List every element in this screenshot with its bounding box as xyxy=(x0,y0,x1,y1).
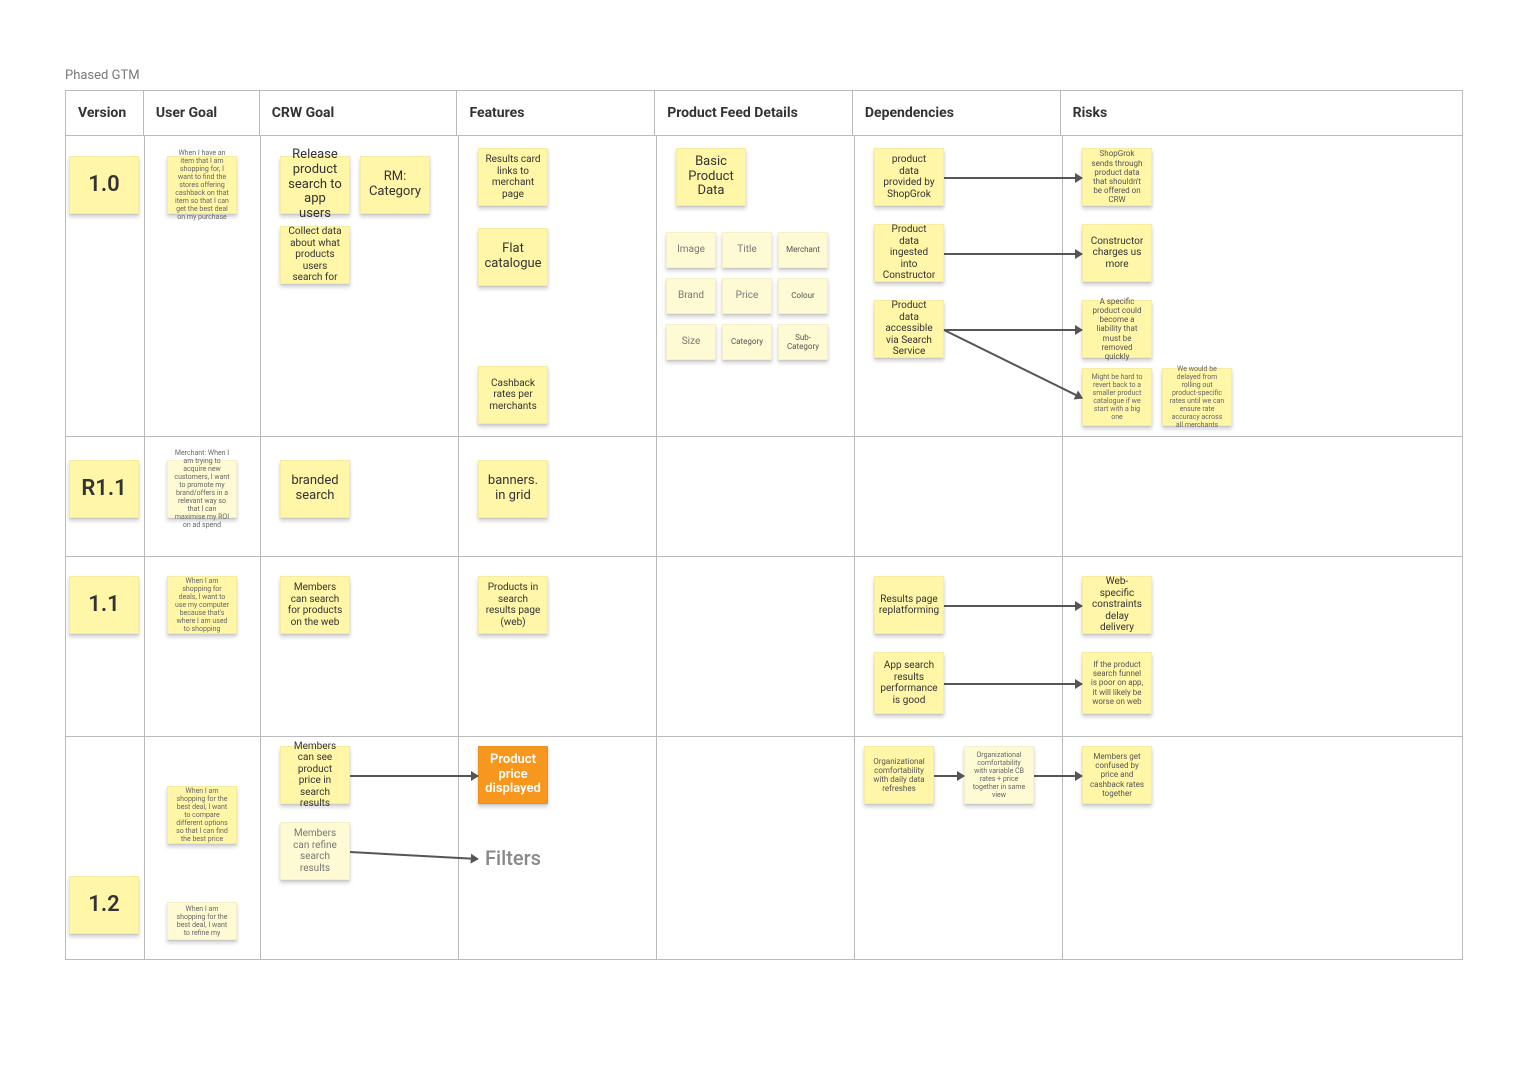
sticky-pf10size[interactable]: Size xyxy=(666,324,716,360)
row-sep xyxy=(66,556,1462,557)
sticky-dep10c[interactable]: Product data accessible via Search Servi… xyxy=(874,300,944,358)
sticky-ug10[interactable]: When I have an item that I am shopping f… xyxy=(167,156,237,214)
sticky-r10d[interactable]: Might be hard to revert back to a smalle… xyxy=(1082,368,1152,426)
header-features: Features xyxy=(457,91,655,135)
sticky-crw10c[interactable]: Collect data about what products users s… xyxy=(280,226,350,284)
sticky-f11[interactable]: Products in search results page (web) xyxy=(478,576,548,634)
sticky-f10c[interactable]: Cashback rates per merchants xyxy=(478,366,548,424)
col-sep xyxy=(144,136,145,960)
sticky-pf10price[interactable]: Price xyxy=(722,278,772,314)
sticky-dep10b[interactable]: Product data ingested into Constructor xyxy=(874,224,944,282)
header-version: Version xyxy=(66,91,144,135)
sticky-dep12a[interactable]: Organizational comfortability with daily… xyxy=(864,746,934,804)
row-sep xyxy=(66,436,1462,437)
canvas: Phased GTM VersionUser GoalCRW GoalFeatu… xyxy=(0,0,1527,1091)
connector xyxy=(944,683,1082,685)
sticky-crw12a[interactable]: Members can see product price in search … xyxy=(280,746,350,804)
row-sep xyxy=(66,736,1462,737)
col-sep xyxy=(1062,136,1063,960)
connector xyxy=(944,605,1082,607)
sticky-f10b[interactable]: Flat catalogue xyxy=(478,228,548,286)
sticky-crw10a[interactable]: Release product search to app users xyxy=(280,156,350,214)
header-user-goal: User Goal xyxy=(144,91,260,135)
sticky-r12a[interactable]: Members get confused by price and cashba… xyxy=(1082,746,1152,804)
header-row: VersionUser GoalCRW GoalFeaturesProduct … xyxy=(66,91,1462,136)
col-sep xyxy=(656,136,657,960)
sticky-f12b[interactable]: Filters xyxy=(478,838,548,878)
sticky-pf10subcat[interactable]: Sub-Category xyxy=(778,324,828,360)
header-crw-goal: CRW Goal xyxy=(260,91,458,135)
connector xyxy=(1034,775,1082,777)
sticky-dep11b[interactable]: App search results performance is good xyxy=(874,652,944,714)
sticky-ugr11[interactable]: Merchant: When I am trying to acquire ne… xyxy=(167,460,237,518)
sticky-f12a[interactable]: Product price displayed xyxy=(478,746,548,804)
sticky-dep10a[interactable]: product data provided by ShopGrok xyxy=(874,148,944,206)
connector xyxy=(944,329,1082,331)
header-risks: Risks xyxy=(1061,91,1462,135)
col-sep xyxy=(458,136,459,960)
sticky-ug11[interactable]: When I am shopping for deals, I want to … xyxy=(167,576,237,634)
sticky-dep12b[interactable]: Organizational comfortability with varia… xyxy=(964,746,1034,804)
sticky-v10[interactable]: 1.0 xyxy=(69,156,139,214)
sticky-r10a[interactable]: ShopGrok sends through product data that… xyxy=(1082,148,1152,206)
col-sep xyxy=(854,136,855,960)
sticky-r11b[interactable]: If the product search funnel is poor on … xyxy=(1082,652,1152,714)
sticky-crwr11[interactable]: branded search xyxy=(280,460,350,518)
col-sep xyxy=(260,136,261,960)
sticky-fr11[interactable]: banners. in grid xyxy=(478,460,548,518)
sticky-crw11[interactable]: Members can search for products on the w… xyxy=(280,576,350,634)
connector xyxy=(944,253,1082,255)
header-product-feed-details: Product Feed Details xyxy=(655,91,853,135)
sticky-ug12b[interactable]: When I am shopping for the best deal, I … xyxy=(167,902,237,940)
sticky-f10a[interactable]: Results card links to merchant page xyxy=(478,148,548,206)
connector xyxy=(934,775,964,777)
sticky-crw12b[interactable]: Members can refine search results xyxy=(280,822,350,880)
connector xyxy=(944,177,1082,179)
matrix-body: 1.0 When I have an item that I am shoppin… xyxy=(66,136,1462,960)
sticky-dep11a[interactable]: Results page replatforming xyxy=(874,576,944,634)
sticky-r10b[interactable]: Constructor charges us more xyxy=(1082,224,1152,282)
sticky-pf10cat[interactable]: Category xyxy=(722,324,772,360)
roadmap-matrix: VersionUser GoalCRW GoalFeaturesProduct … xyxy=(65,90,1463,960)
sticky-vr11[interactable]: R1.1 xyxy=(69,460,139,518)
sticky-r11a[interactable]: Web-specific constraints delay delivery xyxy=(1082,576,1152,634)
sticky-pf10a[interactable]: Basic Product Data xyxy=(676,148,746,206)
sticky-pf10img[interactable]: Image xyxy=(666,232,716,268)
sticky-v11[interactable]: 1.1 xyxy=(69,576,139,634)
sticky-pf10colour[interactable]: Colour xyxy=(778,278,828,314)
sticky-pf10title[interactable]: Title xyxy=(722,232,772,268)
sticky-crw10b[interactable]: RM: Category xyxy=(360,156,430,214)
sticky-pf10brand[interactable]: Brand xyxy=(666,278,716,314)
sticky-r10e[interactable]: We would be delayed from rolling out pro… xyxy=(1162,368,1232,426)
sticky-v12[interactable]: 1.2 xyxy=(69,876,139,934)
section-title: Phased GTM xyxy=(65,68,140,83)
sticky-r10c[interactable]: A specific product could become a liabil… xyxy=(1082,300,1152,358)
sticky-pf10merch[interactable]: Merchant xyxy=(778,232,828,268)
sticky-ug12a[interactable]: When I am shopping for the best deal, I … xyxy=(167,786,237,844)
connector xyxy=(350,775,478,777)
header-dependencies: Dependencies xyxy=(853,91,1061,135)
